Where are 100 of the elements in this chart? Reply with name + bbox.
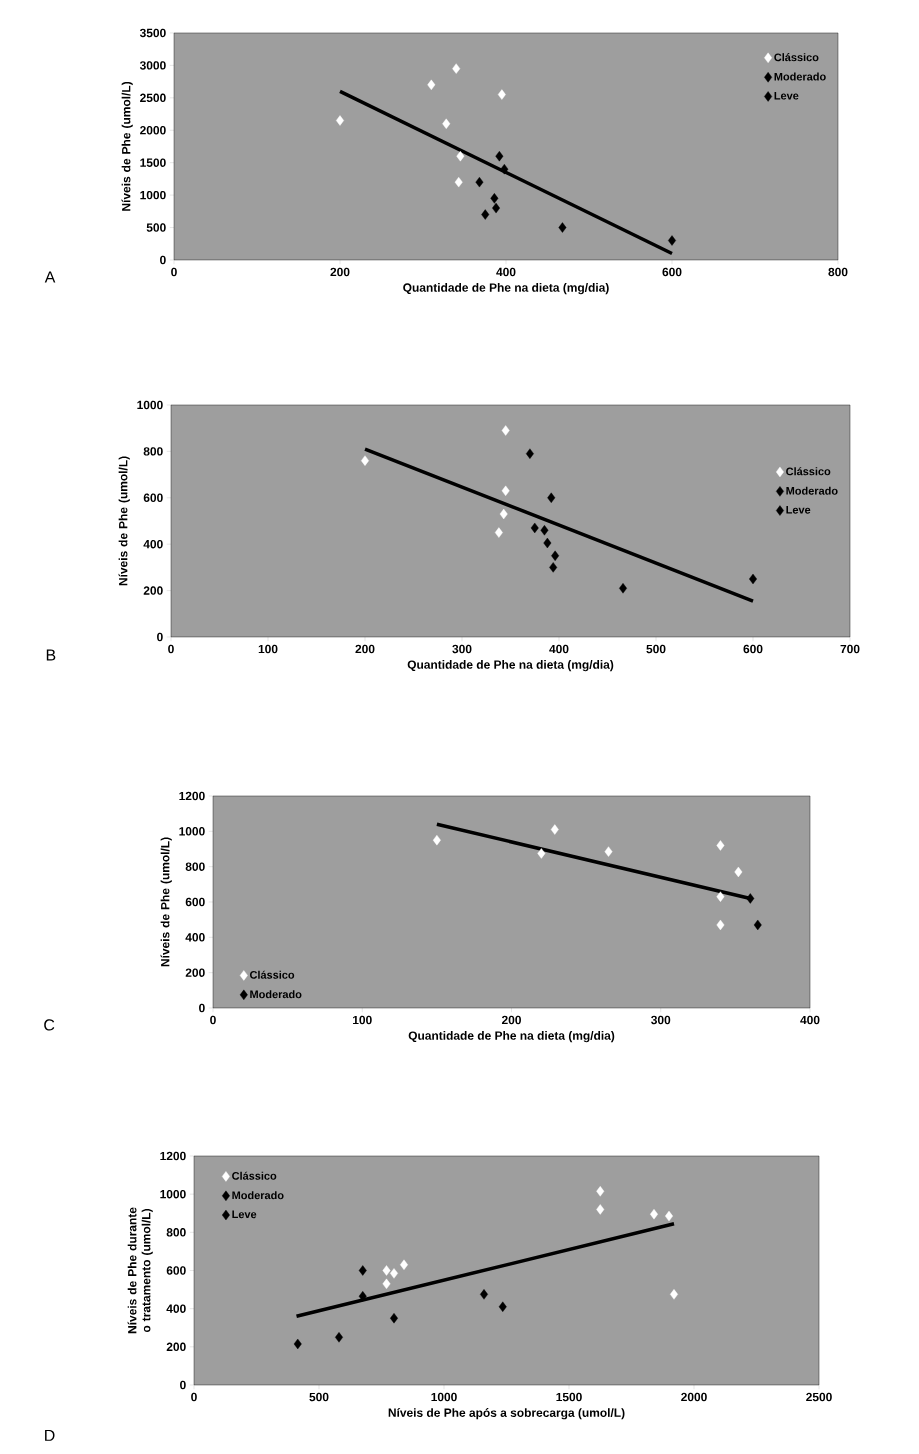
point: [495, 151, 504, 162]
point: [668, 235, 676, 246]
text: A: [44, 271, 56, 283]
point: [454, 176, 463, 188]
point: [335, 1332, 343, 1343]
point: [753, 919, 762, 931]
y-tick-label: 200: [185, 968, 205, 977]
y-tick-label: 2000: [140, 126, 166, 135]
x-tick-label: 1000: [431, 1392, 457, 1402]
x-tick-label: 800: [828, 267, 848, 277]
legend-label: Leve: [774, 91, 799, 100]
x-tick-label: 300: [651, 1015, 671, 1025]
y-tick-label: 600: [166, 1266, 186, 1275]
point: [456, 151, 465, 162]
point: [501, 485, 510, 496]
point: [596, 1204, 605, 1215]
legend-label: Clássico: [232, 1171, 277, 1180]
point: [558, 222, 567, 233]
point: [540, 525, 549, 536]
point: [650, 1209, 658, 1220]
y-tick-label: 400: [143, 539, 163, 549]
point: [551, 550, 560, 561]
point: [336, 115, 344, 126]
y-axis-title: Níveis de Phe (umol/L): [118, 456, 130, 586]
text: B: [46, 649, 56, 661]
x-tick-label: 1500: [556, 1392, 582, 1402]
legend-label: Moderado: [250, 990, 302, 999]
y-tick-label: 3000: [139, 61, 166, 70]
y-tick-label: 1000: [179, 827, 205, 836]
point: [293, 1338, 302, 1350]
point: [537, 848, 546, 859]
legend-label: Moderado: [774, 72, 826, 81]
y-tick-label: 200: [143, 586, 163, 595]
legend-label: Clássico: [249, 970, 295, 979]
x-tick-label: 200: [355, 644, 375, 654]
y-tick-label: 1000: [160, 1189, 186, 1199]
point: [432, 834, 441, 846]
point: [499, 508, 508, 520]
y-tick-label: 1000: [140, 190, 166, 200]
point: [390, 1268, 398, 1279]
point: [734, 866, 743, 878]
y-tick-label: 1500: [140, 158, 166, 167]
x-tick-label: 400: [800, 1015, 820, 1025]
point: [382, 1265, 391, 1276]
y-tick-label: 800: [166, 1228, 186, 1237]
point: [549, 562, 558, 573]
y-tick-label: 800: [185, 862, 205, 871]
point: [494, 527, 503, 538]
point: [390, 1313, 398, 1324]
point: [427, 79, 436, 91]
x-tick-label: 500: [646, 644, 666, 654]
y-tick-label: 2500: [140, 93, 166, 103]
x-tick-label: 400: [549, 644, 569, 654]
point: [442, 118, 451, 129]
x-tick-label: 2500: [806, 1392, 832, 1402]
x-tick-label: 200: [501, 1015, 521, 1025]
text: C: [44, 1019, 55, 1031]
legend-label: Moderado: [786, 486, 838, 495]
y-tick-label: 3500: [139, 28, 166, 38]
x-tick-label: 300: [452, 644, 472, 654]
point: [604, 846, 613, 857]
point: [525, 448, 534, 459]
x-tick-label: 400: [496, 267, 516, 277]
point: [480, 1289, 488, 1300]
point: [596, 1186, 605, 1197]
point: [475, 176, 484, 188]
point: [382, 1278, 391, 1290]
x-axis-title: Quantidade de Phe na dieta (mg/dia): [403, 283, 609, 295]
x-tick-label: 700: [840, 644, 860, 654]
point: [452, 63, 461, 74]
x-axis-title: Quantidade de Phe na dieta (mg/dia): [408, 1031, 615, 1043]
point: [543, 537, 552, 549]
y-tick-label: 400: [166, 1304, 186, 1313]
x-tick-label: 100: [353, 1015, 372, 1025]
x-tick-label: 500: [309, 1392, 329, 1402]
y-tick-label: 0: [160, 255, 166, 265]
legend-label: Clássico: [774, 53, 819, 62]
point: [547, 492, 556, 503]
legend-label: Clássico: [786, 467, 831, 476]
x-tick-label: 200: [330, 267, 350, 277]
y-axis-title: Níveis de Phe durante o tratamento (umol/L): [127, 1207, 153, 1334]
x-axis-title: Quantidade de Phe na dieta (mg/dia): [407, 660, 614, 672]
y-tick-label: 0: [157, 632, 163, 642]
legend-label: Leve: [786, 506, 811, 514]
point: [490, 193, 499, 204]
y-tick-label: 200: [166, 1342, 186, 1352]
y-tick-label: 800: [143, 447, 163, 456]
y-tick-label: 600: [185, 897, 205, 907]
y-tick-label: 500: [146, 223, 166, 232]
x-tick-label: 100: [258, 644, 278, 654]
point: [670, 1289, 678, 1300]
point: [500, 163, 509, 175]
legend-label: Leve: [232, 1210, 257, 1219]
point: [361, 455, 369, 466]
x-tick-label: 2000: [681, 1392, 707, 1402]
y-tick-label: 1000: [137, 400, 163, 410]
point: [746, 893, 755, 904]
y-tick-label: 0: [199, 1003, 205, 1013]
point: [530, 522, 539, 534]
point: [358, 1265, 367, 1276]
